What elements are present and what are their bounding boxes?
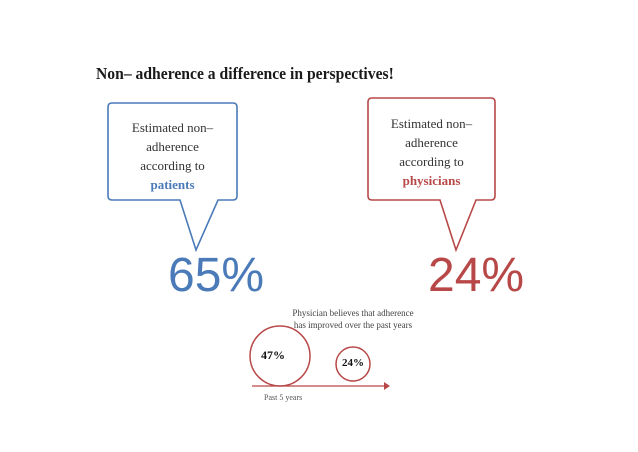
patients-callout-text: Estimated non– adherence according to pa… [110,118,235,194]
patients-line-2: adherence [146,139,199,154]
trend-note-line-1: Physician believes that adherence [292,308,414,318]
end-circle [335,346,371,382]
slide-title: Non– adherence a difference in perspecti… [96,64,394,83]
patients-highlight: patients [150,177,195,192]
physicians-callout-text: Estimated non– adherence according to ph… [370,114,493,190]
patients-line-1: Estimated non– [131,120,214,135]
trend-note-line-2: has improved over the past years [293,320,413,330]
timeline-arrow-head [384,382,390,390]
start-value: 47% [261,348,285,362]
physicians-line-1: Estimated non– [390,116,473,131]
physicians-callout-bubble [367,97,496,253]
physicians-value: 24% [428,249,525,302]
patients-value: 65% [168,249,265,302]
end-value: 24% [342,357,364,369]
physicians-highlight: physicians [402,173,461,188]
physicians-line-3: according to [399,154,464,169]
trend-note: Physician believes that adherence has im… [278,307,428,331]
patients-callout-bubble [107,102,238,253]
patients-line-3: according to [140,158,205,173]
physicians-line-2: adherence [405,135,458,150]
timeline-label: Past 5 years [264,393,303,402]
